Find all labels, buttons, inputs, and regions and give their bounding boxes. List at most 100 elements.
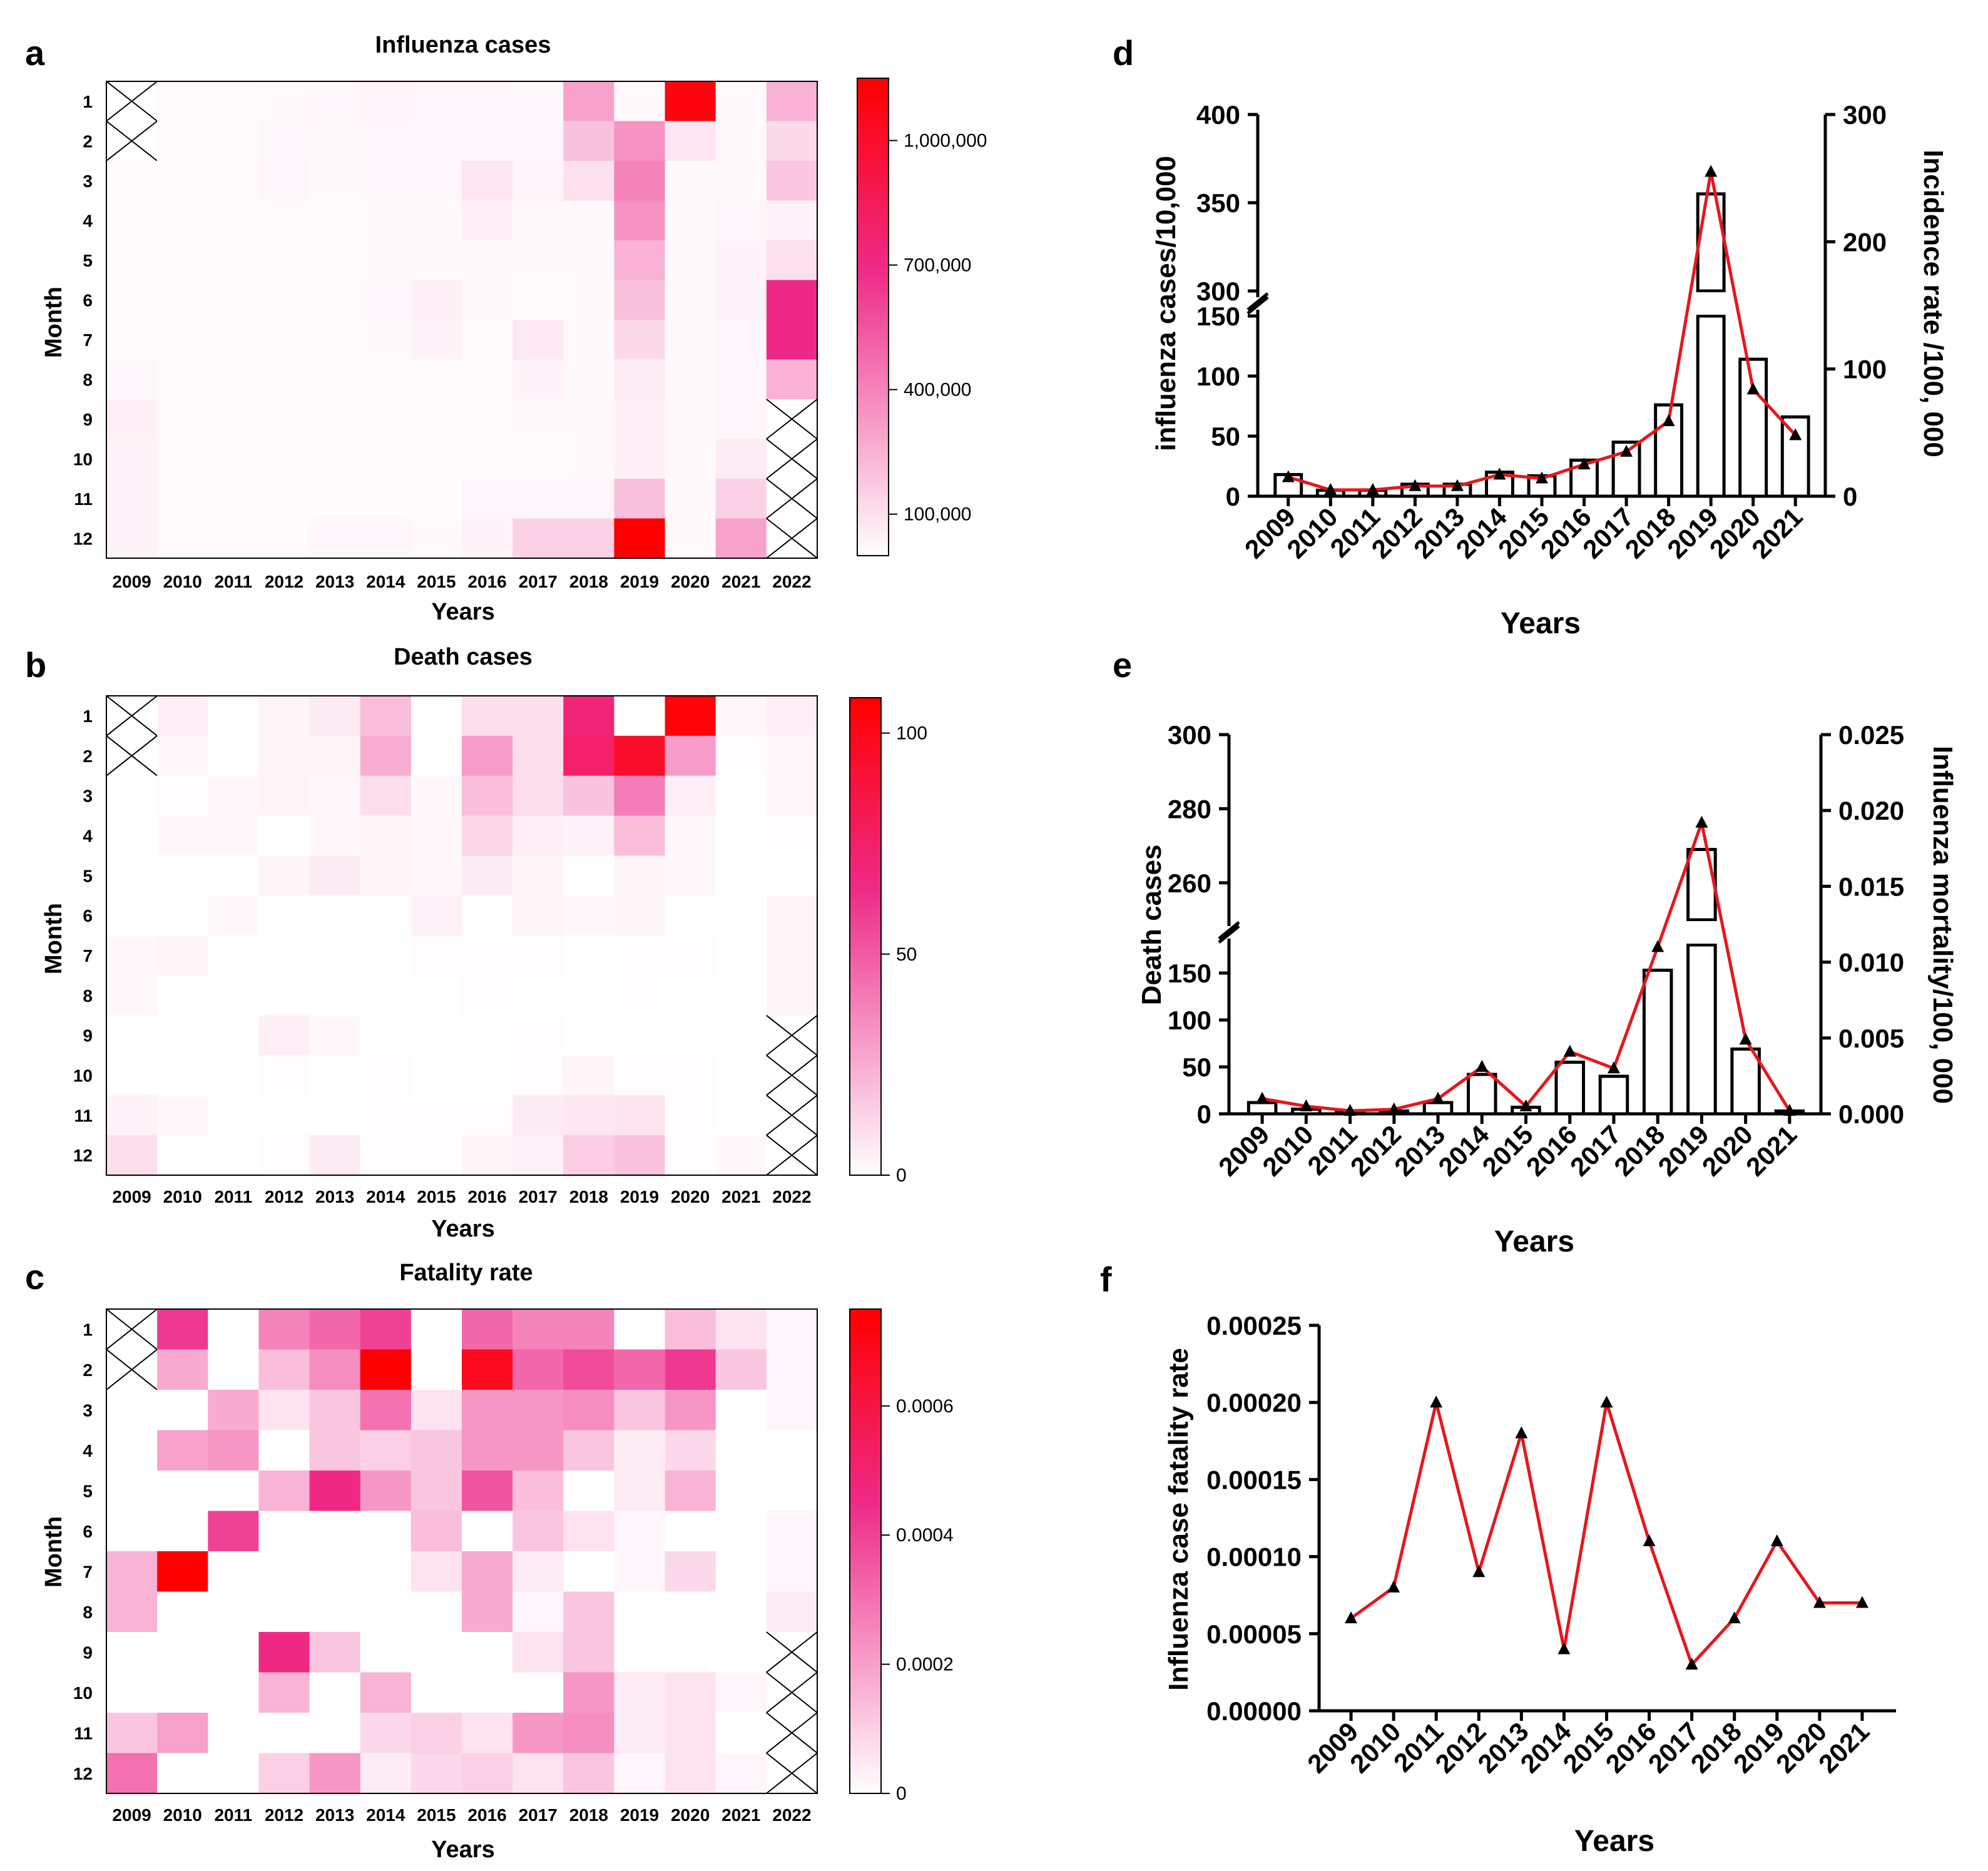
colorbar-segment: [850, 857, 881, 863]
heatmap-cell: [715, 1135, 767, 1176]
heatmap-cell: [309, 895, 361, 936]
heatmap-cell: [410, 439, 462, 479]
heatmap-cell: [462, 240, 513, 281]
bar-break-gap: [1695, 292, 1727, 315]
heatmap-cell: [208, 1349, 260, 1390]
heatmap-cell: [766, 775, 818, 817]
colorbar-segment: [850, 1465, 881, 1471]
heatmap-cell: [563, 815, 615, 856]
triangle-marker: [1430, 1395, 1443, 1408]
y-tick-label: 1: [83, 1320, 93, 1339]
colorbar-segment: [857, 338, 889, 344]
heatmap-cell: [665, 200, 716, 241]
triangle-marker: [1739, 1032, 1752, 1045]
heatmap-cell: [512, 280, 564, 320]
colorbar-segment: [850, 962, 881, 969]
colorbar-segment: [857, 136, 889, 143]
heatmap-cell: [512, 359, 564, 400]
colorbar-segment: [850, 1400, 881, 1407]
heatmap-cell: [410, 280, 462, 320]
colorbar-frame: [849, 697, 882, 1176]
heatmap-cell: [157, 479, 208, 519]
colorbar-segment: [850, 1063, 881, 1070]
triangle-marker: [1783, 1104, 1796, 1116]
y-tick-label: 2: [83, 1360, 93, 1380]
colorbar-segment: [857, 322, 889, 329]
heatmap-cell: [157, 735, 208, 777]
heatmap-cell: [462, 1551, 513, 1593]
heatmap-cell: [106, 815, 158, 856]
heatmap-cell: [106, 1551, 158, 1593]
heatmap-cell: [258, 1471, 310, 1512]
colorbar-segment: [850, 1454, 881, 1461]
heatmap-cell: [715, 320, 767, 360]
y-axis-label: Month: [41, 1516, 67, 1588]
heatmap-cell: [208, 518, 260, 559]
bar: [1686, 943, 1717, 1116]
heatmap-cell: [563, 1015, 615, 1056]
heatmap-cell: [563, 1095, 615, 1136]
colorbar-segment: [857, 242, 889, 249]
heatmap-cell: [360, 1511, 412, 1552]
x-tick-label: 2016: [467, 572, 506, 591]
heatmap-cell: [766, 1349, 818, 1390]
colorbar-segment: [850, 1330, 881, 1337]
colorbar-segment: [850, 1772, 881, 1778]
x-tick-label: 2017: [519, 572, 558, 591]
colorbar-segment: [850, 1363, 881, 1369]
y-tick-label: 2: [83, 131, 93, 151]
heatmap-cell: [766, 936, 818, 976]
heatmap-cell: [462, 1471, 513, 1512]
heatmap-cell: [208, 1632, 260, 1673]
heatmap-cell: [766, 240, 818, 281]
colorbar-segment: [850, 1476, 881, 1482]
heatmap-cell: [157, 161, 208, 201]
colorbar-tick-label: 50: [896, 944, 917, 965]
colorbar-segment: [857, 237, 889, 243]
colorbar-segment: [850, 1427, 881, 1434]
heatmap-cell: [715, 1753, 767, 1794]
colorbar-tick-label: 700,000: [904, 255, 971, 276]
heatmap-cell: [665, 280, 716, 320]
colorbar-segment: [857, 513, 889, 519]
heatmap-cell: [665, 1591, 716, 1633]
heatmap-cell: [360, 1055, 412, 1096]
heatmap-cell: [512, 815, 564, 856]
colorbar-segment: [857, 423, 889, 429]
heatmap-cell: [208, 161, 260, 201]
heatmap-cell: [665, 936, 716, 976]
heatmap-cell: [512, 1753, 564, 1794]
triangle-marker: [1345, 1611, 1358, 1624]
heatmap-cell: [665, 518, 716, 559]
triangle-marker: [1620, 444, 1633, 457]
heatmap-cell: [258, 200, 310, 241]
heatmap-cell: [410, 1349, 462, 1390]
heatmap-cell: [208, 280, 260, 320]
heatmap-cell: [715, 439, 767, 479]
heatmap-cell: [462, 1511, 513, 1552]
colorbar-segment: [850, 1395, 881, 1401]
heatmap-cell: [157, 1672, 208, 1713]
series-line: [1350, 1402, 1862, 1668]
heatmap-cell: [360, 359, 412, 400]
colorbar-segment: [850, 910, 881, 916]
colorbar-segment: [850, 1309, 881, 1315]
colorbar-segment: [850, 1384, 881, 1390]
panel-letter: e: [1113, 645, 1132, 685]
colorbar-segment: [857, 184, 889, 190]
missing-cross: [766, 399, 818, 440]
y-tick-label: 6: [83, 1522, 93, 1541]
triangle-marker: [1695, 815, 1708, 828]
heatmap-cell: [106, 479, 158, 519]
heatmap-cell: [410, 1135, 462, 1176]
heatmap-cell: [410, 775, 462, 817]
colorbar-segment: [850, 1745, 881, 1751]
heatmap-cell: [360, 399, 412, 440]
y-tick-label: 11: [74, 1106, 93, 1125]
heatmap-cell: [766, 1390, 818, 1431]
heatmap-frame: [106, 1308, 818, 1794]
panel-e-death-cases-bar-line: e Years Death cases Influenza mortality/…: [1113, 645, 1958, 1258]
heatmap-cell: [462, 735, 513, 777]
colorbar-segment: [850, 1713, 881, 1719]
heatmap-cell: [665, 81, 716, 122]
